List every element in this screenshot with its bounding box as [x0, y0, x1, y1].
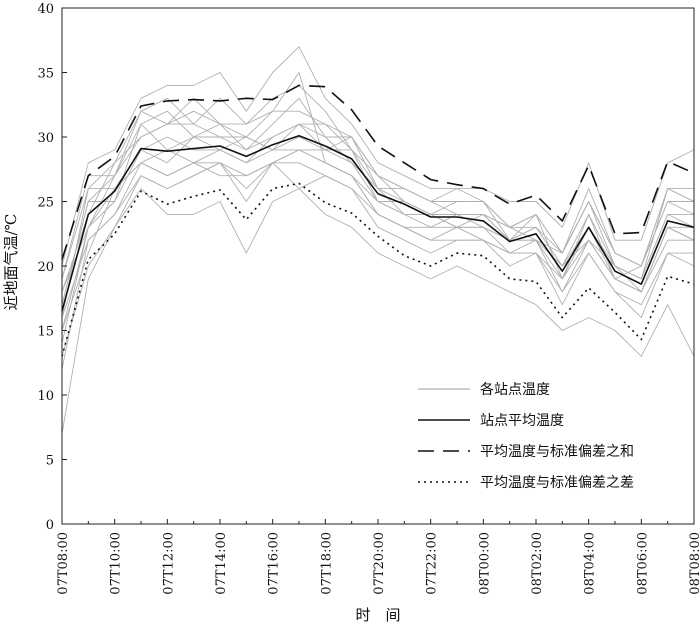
- y-tick-label: 5: [46, 454, 54, 469]
- x-tick-label: 07T10:00: [109, 532, 124, 595]
- y-tick-label: 15: [37, 325, 54, 340]
- x-tick-label: 07T20:00: [372, 532, 387, 595]
- legend-label-mean-minus-sd: 平均温度与标准偏差之差: [480, 475, 634, 491]
- station-temperature-line: [61, 188, 695, 434]
- y-tick-label: 40: [37, 2, 54, 17]
- y-tick-label: 10: [37, 389, 54, 404]
- legend-label-mean-plus-sd: 平均温度与标准偏差之和: [480, 444, 634, 460]
- series-line-mean-plus-sd: [61, 84, 695, 260]
- y-axis-title: 近地面气温/℃: [2, 214, 20, 311]
- x-tick-label: 07T12:00: [161, 532, 176, 595]
- station-temperature-line: [61, 72, 695, 292]
- station-temperature-line: [61, 46, 695, 267]
- x-tick-label: 08T02:00: [530, 532, 545, 595]
- series-line-mean: [61, 134, 695, 312]
- station-temperature-line: [61, 110, 695, 280]
- series-line-mean-minus-sd: [61, 182, 695, 357]
- plot-lines: [61, 46, 695, 434]
- x-tick-label: 07T16:00: [267, 532, 282, 595]
- x-tick-label: 08T00:00: [477, 532, 492, 595]
- y-tick-label: 25: [37, 196, 54, 211]
- legend: 各站点温度 站点平均温度 平均温度与标准偏差之和 平均温度与标准偏差之差: [418, 382, 634, 491]
- x-tick-label: 07T14:00: [214, 532, 229, 595]
- x-tick-label: 07T08:00: [56, 532, 71, 595]
- station-temperature-line: [61, 149, 694, 318]
- station-temperature-line: [61, 136, 695, 331]
- y-axis-ticks: 0 5 10 15 20 25 30 35 40: [37, 2, 67, 533]
- legend-label-mean: 站点平均温度: [480, 413, 564, 429]
- x-tick-label: 07T22:00: [425, 532, 440, 595]
- y-tick-label: 20: [37, 260, 54, 275]
- x-tick-label: 08T06:00: [635, 532, 650, 595]
- x-axis-title: 时 间: [355, 606, 400, 624]
- y-tick-label: 35: [37, 67, 54, 82]
- x-tick-label: 08T08:00: [688, 532, 700, 595]
- x-axis-ticks: 07T08:00 07T10:00 07T12:00 07T14:00 07T16:00…: [56, 519, 700, 595]
- station-temperature-line: [61, 123, 695, 318]
- legend-label-stations: 各站点温度: [480, 382, 550, 398]
- x-tick-label: 07T18:00: [319, 532, 334, 595]
- station-temperature-line: [61, 123, 695, 292]
- y-tick-label: 0: [46, 518, 54, 533]
- x-tick-label: 08T04:00: [583, 532, 598, 595]
- station-temperature-line: [61, 162, 694, 357]
- y-tick-label: 30: [37, 131, 54, 146]
